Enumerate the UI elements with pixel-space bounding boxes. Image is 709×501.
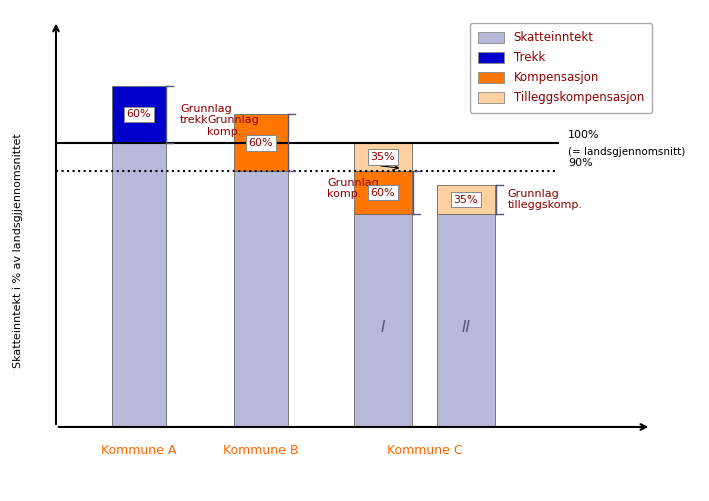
Text: 60%: 60%: [127, 109, 151, 119]
Bar: [354, 214, 412, 427]
Text: 100%: 100%: [568, 130, 600, 140]
Text: Kommune A: Kommune A: [101, 444, 177, 457]
Bar: [234, 114, 288, 171]
Bar: [112, 86, 166, 143]
Text: Grunnlag
komp.: Grunnlag komp.: [207, 115, 259, 137]
Text: II: II: [462, 320, 470, 335]
Text: 60%: 60%: [249, 138, 273, 148]
Bar: [354, 171, 412, 214]
Text: 90%: 90%: [568, 158, 593, 168]
Text: 35%: 35%: [371, 152, 395, 162]
Text: Kommune C: Kommune C: [386, 444, 462, 457]
Text: Kommune B: Kommune B: [223, 444, 298, 457]
Text: Grunnlag
trekk: Grunnlag trekk: [180, 104, 232, 125]
Text: Grunnlag
tilleggskomp.: Grunnlag tilleggskomp.: [508, 189, 583, 210]
Legend: Skatteinntekt, Trekk, Kompensasjon, Tilleggskompensasjon: Skatteinntekt, Trekk, Kompensasjon, Till…: [470, 23, 652, 113]
Text: 35%: 35%: [454, 195, 478, 205]
Bar: [112, 143, 166, 427]
Text: Skatteinntekt i % av landsgjjennomsnittet: Skatteinntekt i % av landsgjjennomsnitte…: [13, 133, 23, 368]
Text: I: I: [381, 320, 385, 335]
Bar: [234, 171, 288, 427]
Text: Grunnlag
komp.: Grunnlag komp.: [328, 177, 379, 199]
Bar: [437, 185, 495, 214]
Text: 60%: 60%: [371, 187, 395, 197]
Text: (= landsgjennomsnitt): (= landsgjennomsnitt): [568, 147, 686, 157]
Bar: [437, 214, 495, 427]
Bar: [354, 143, 412, 171]
